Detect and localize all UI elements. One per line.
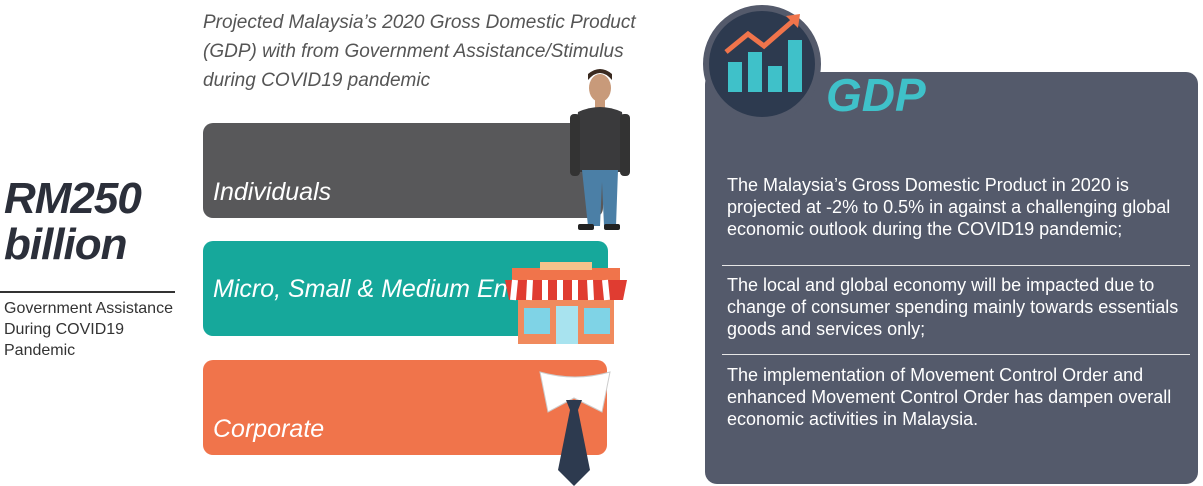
page: RM250 billion Government Assistance Duri… — [0, 0, 1203, 486]
separator — [722, 265, 1190, 266]
paragraph: The implementation of Movement Control O… — [727, 364, 1187, 430]
panel-title: GDP — [826, 68, 926, 122]
store-icon — [505, 262, 627, 344]
tie-icon — [540, 372, 610, 486]
gdp-icon — [706, 8, 818, 120]
paragraph: The Malaysia’s Gross Domestic Product in… — [727, 174, 1187, 240]
separator — [722, 354, 1190, 355]
person-icon — [570, 69, 630, 230]
paragraph: The local and global economy will be imp… — [727, 274, 1187, 340]
